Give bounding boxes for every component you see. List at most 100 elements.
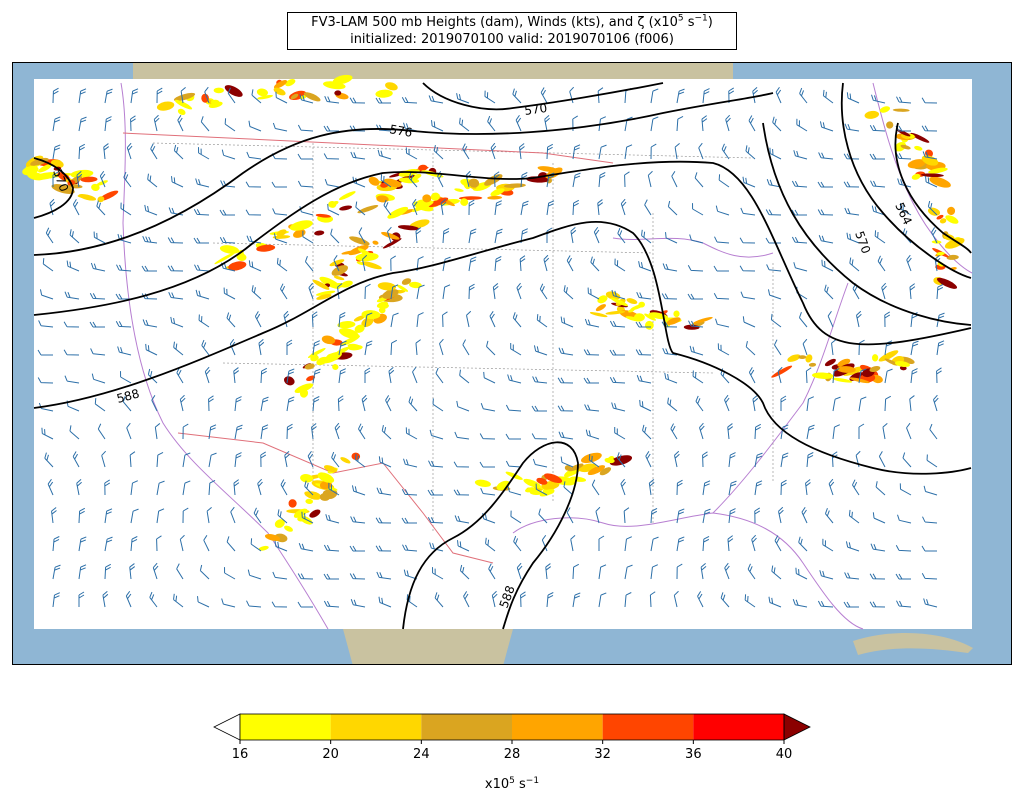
wind-barb: [775, 86, 782, 104]
wind-barb: [125, 590, 132, 608]
wind-barb: [793, 262, 808, 272]
wind-barb: [52, 87, 59, 104]
vorticity-patch: [174, 99, 193, 110]
wind-barb: [193, 208, 210, 216]
vorticity-patch: [315, 290, 336, 296]
wind-barb: [273, 233, 288, 244]
wind-barb: [408, 396, 418, 412]
wind-barb: [740, 291, 756, 300]
vorticity-patch: [468, 178, 480, 188]
wind-barb: [147, 368, 158, 384]
vorticity-patch: [837, 366, 856, 373]
wind-barb: [272, 571, 288, 580]
vorticity-patch: [332, 74, 353, 85]
contour-588-south: [402, 441, 579, 630]
vorticity-patch: [604, 457, 615, 464]
vorticity-patch: [382, 289, 399, 299]
wind-barb: [78, 88, 87, 104]
wind-barb: [182, 423, 189, 440]
wind-barb: [416, 284, 425, 300]
wind-barb: [272, 208, 288, 216]
title-line-2: initialized: 2019070100 valid: 201907010…: [350, 32, 674, 47]
wind-barb: [223, 287, 236, 300]
wind-barb: [882, 422, 888, 440]
vorticity-patch: [490, 188, 505, 197]
wind-barb: [856, 310, 862, 328]
wind-barb: [351, 485, 366, 496]
wind-barb: [248, 260, 262, 272]
wind-barb: [180, 87, 186, 104]
wind-barb: [208, 479, 216, 496]
wind-barb: [312, 368, 321, 384]
colorbar-tick-label: 24: [413, 747, 430, 762]
wind-barb: [540, 87, 548, 104]
wind-barb: [909, 395, 915, 412]
wind-barb: [69, 229, 80, 244]
wind-barb: [299, 94, 314, 104]
wind-barb: [258, 338, 265, 356]
wind-barb: [877, 255, 886, 272]
wind-barb: [376, 487, 392, 496]
wind-barb: [103, 143, 110, 160]
vorticity-patch: [208, 101, 223, 109]
wind-barb: [532, 376, 548, 384]
vorticity-patch: [315, 213, 331, 218]
vorticity-patch: [272, 235, 291, 239]
vorticity-patch: [361, 261, 382, 270]
wind-barb: [724, 562, 730, 580]
wind-barb: [520, 200, 529, 216]
wind-barb: [922, 516, 938, 524]
wind-barb: [702, 535, 710, 552]
wind-barb: [456, 400, 470, 412]
wind-barb: [572, 199, 580, 216]
wind-barb: [609, 320, 626, 328]
wind-barb: [827, 310, 834, 328]
wind-barb: [173, 593, 184, 608]
wind-barb: [45, 227, 54, 244]
vorticity-patch: [587, 465, 606, 476]
wind-barb: [772, 116, 782, 132]
wind-barb: [323, 544, 340, 552]
wind-barb: [484, 90, 496, 104]
wind-barb: [466, 310, 472, 328]
wind-barb: [936, 367, 942, 384]
wind-barb: [740, 207, 756, 216]
wind-barb: [869, 601, 886, 608]
vorticity-patch: [798, 355, 807, 360]
wind-barb: [435, 367, 444, 384]
wind-barb: [902, 452, 912, 468]
wind-barb: [624, 564, 633, 580]
wind-barb: [742, 176, 756, 188]
wind-barb: [380, 174, 392, 188]
vorticity-patch: [256, 88, 268, 97]
wind-barb: [102, 590, 109, 608]
wind-barb: [234, 396, 242, 412]
wind-barb: [323, 153, 340, 160]
wind-barb: [167, 237, 184, 244]
wind-barb: [872, 512, 886, 524]
wind-barb: [208, 424, 217, 440]
wind-barb: [323, 125, 339, 132]
vorticity-patch: [944, 237, 965, 249]
wind-barb: [401, 96, 418, 104]
wind-barb: [177, 115, 184, 132]
wind-barb: [52, 144, 61, 160]
wind-barb: [546, 143, 554, 160]
wind-barb: [598, 592, 607, 608]
wind-barb: [699, 422, 705, 440]
vorticity-patch: [339, 205, 352, 211]
wind-barb: [76, 170, 83, 188]
wind-barb: [323, 573, 339, 580]
vorticity-patch: [257, 95, 273, 100]
wind-barb: [331, 451, 340, 468]
wind-barb: [271, 181, 287, 188]
wind-barb: [598, 172, 606, 188]
vorticity-patch: [812, 372, 834, 379]
contour-564-east: [894, 122, 972, 254]
wind-barb: [156, 508, 165, 524]
wind-barb: [676, 88, 685, 104]
wind-barb: [402, 544, 418, 552]
wind-barb: [745, 145, 756, 160]
wind-barb: [649, 591, 656, 608]
vorticity-patch: [487, 195, 502, 200]
